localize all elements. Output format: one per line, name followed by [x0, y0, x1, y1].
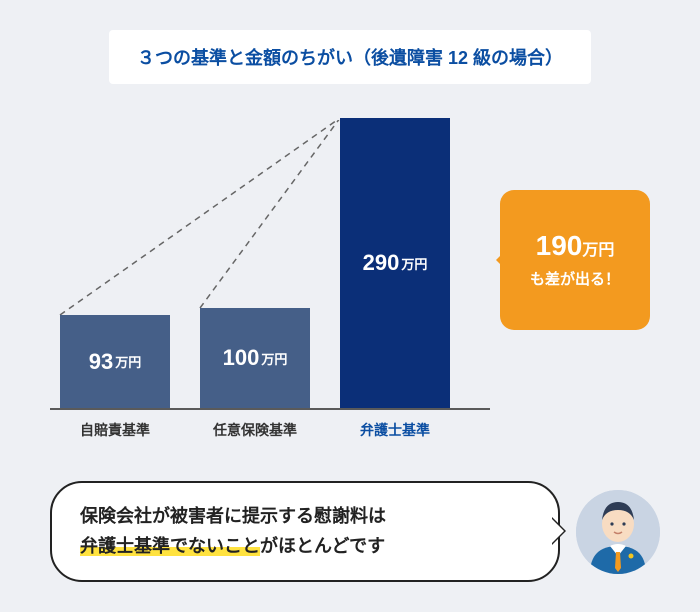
bar-label-1: 任意保険基準 [190, 420, 320, 440]
title: ３つの基準と金額のちがい（後遺障害 12 級の場合） [109, 30, 591, 84]
bar-label-2: 弁護士基準 [330, 420, 460, 440]
speech-line1: 保険会社が被害者に提示する慰謝料は [80, 501, 530, 532]
callout-line2: も差が出る！ [530, 268, 620, 289]
speech-bubble: 保険会社が被害者に提示する慰謝料は 弁護士基準でないことがほとんどです [50, 481, 560, 582]
difference-callout: 190万円 も差が出る！ [500, 190, 650, 330]
lawyer-avatar [576, 490, 660, 574]
bar-0: 93万円 [60, 315, 170, 408]
bar-2: 290万円 [340, 118, 450, 408]
bar-label-0: 自賠責基準 [50, 420, 180, 440]
chart-baseline [50, 408, 490, 410]
speech-line2: 弁護士基準でないことがほとんどです [80, 531, 530, 562]
callout-value: 190 [536, 230, 583, 261]
callout-unit: 万円 [582, 242, 614, 259]
speech-highlight: 弁護士基準でないこと [80, 536, 260, 556]
bar-chart: 93万円自賠責基準 100万円任意保険基準 290万円弁護士基準 [50, 120, 490, 440]
bar-1: 100万円 [200, 308, 310, 408]
